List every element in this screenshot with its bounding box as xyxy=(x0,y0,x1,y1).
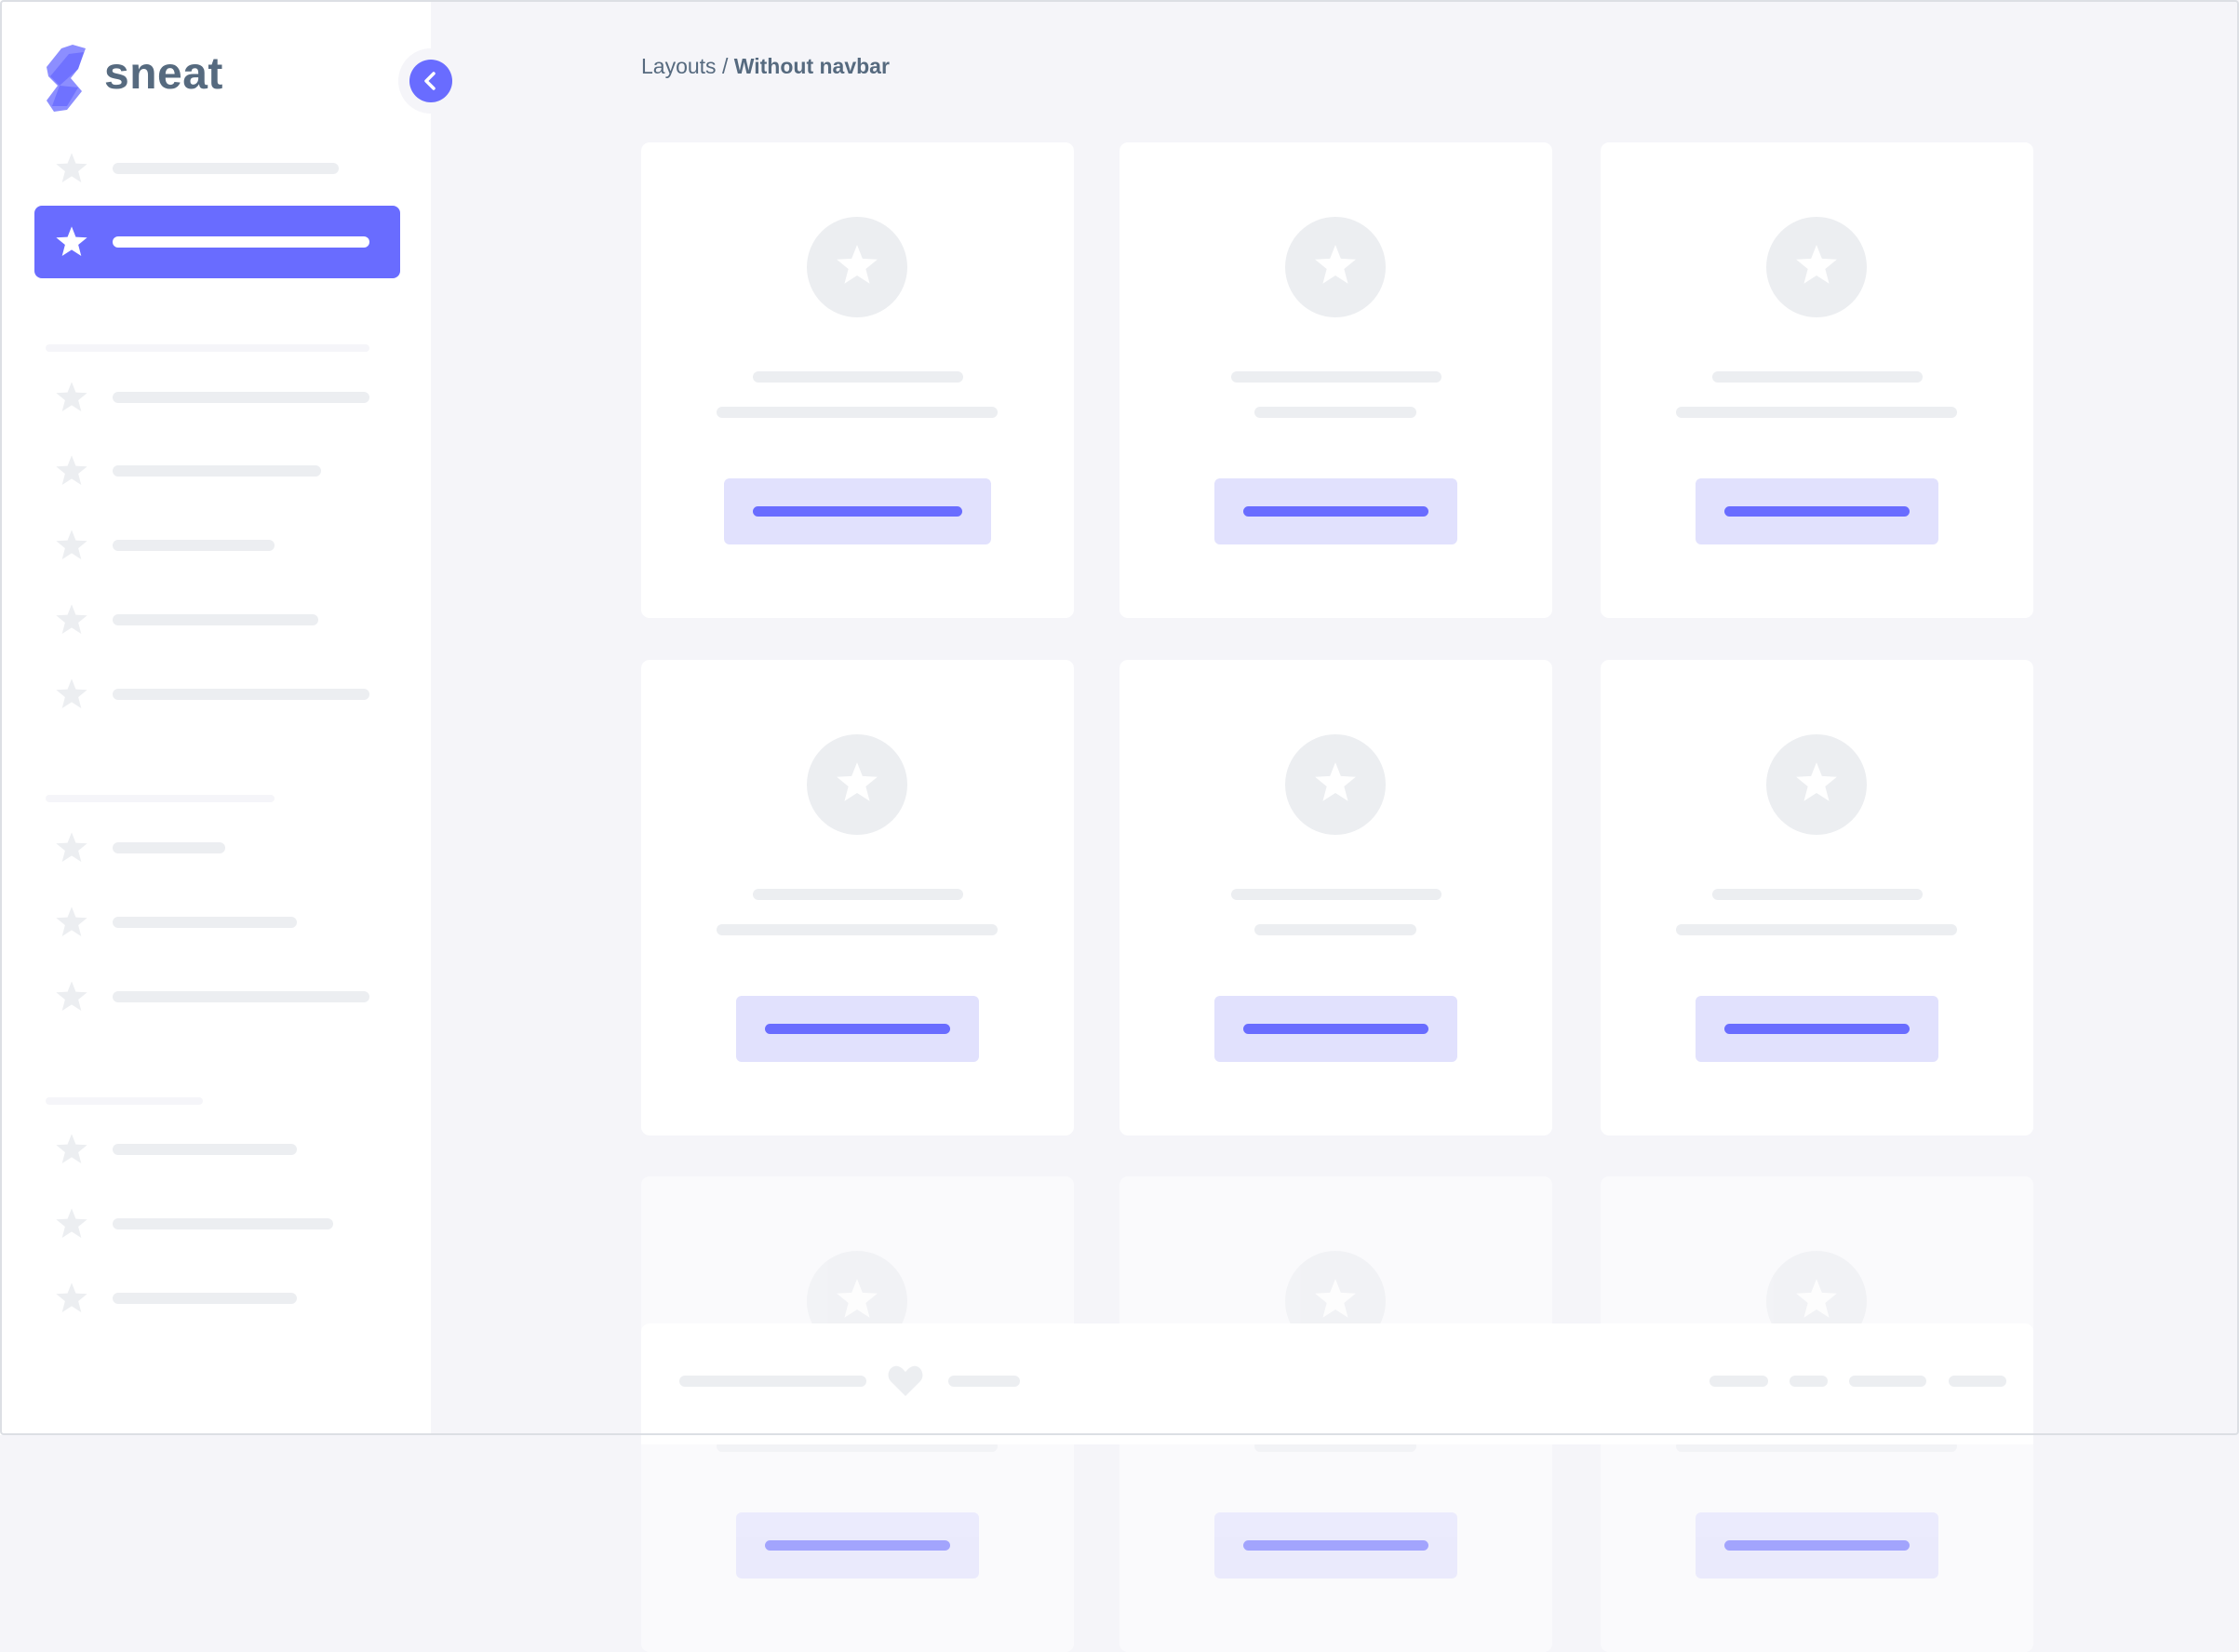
card-avatar xyxy=(1766,217,1867,317)
star-icon xyxy=(54,979,89,1014)
sidebar: sneat xyxy=(0,0,463,1435)
sidebar-item[interactable] xyxy=(113,465,321,477)
star-icon xyxy=(1312,759,1359,811)
breadcrumb: Layouts / Without navbar xyxy=(641,54,890,79)
sidebar-item[interactable] xyxy=(113,236,369,248)
card-text-skeleton xyxy=(1676,407,1957,418)
breadcrumb-current: Without navbar xyxy=(733,54,890,78)
card xyxy=(641,660,1074,1135)
card-text-skeleton xyxy=(717,924,998,935)
star-icon xyxy=(54,224,89,260)
star-icon xyxy=(54,602,89,638)
star-icon xyxy=(1312,1276,1359,1327)
card-button[interactable] xyxy=(1213,1512,1457,1578)
sidebar-item[interactable] xyxy=(113,163,339,174)
star-icon xyxy=(54,1132,89,1167)
footer-link-skeleton[interactable] xyxy=(1849,1376,1926,1387)
footer-link-skeleton[interactable] xyxy=(1709,1376,1768,1387)
card xyxy=(1601,660,2033,1135)
star-icon xyxy=(834,1276,880,1327)
footer-link-skeleton[interactable] xyxy=(948,1376,1020,1387)
star-icon xyxy=(54,151,89,186)
card-button[interactable] xyxy=(1695,996,1938,1062)
card xyxy=(1120,660,1552,1135)
card-button[interactable] xyxy=(735,1512,979,1578)
card-button[interactable] xyxy=(1695,478,1938,544)
card xyxy=(1601,142,2033,618)
sidebar-item[interactable] xyxy=(113,1144,297,1155)
card-title-skeleton xyxy=(1231,889,1441,900)
star-icon xyxy=(1793,242,1840,293)
heart-icon xyxy=(888,1365,923,1396)
chevron-left-icon xyxy=(424,72,436,90)
breadcrumb-parent[interactable]: Layouts xyxy=(641,54,717,78)
star-icon xyxy=(54,905,89,940)
card-title-skeleton xyxy=(1231,371,1441,383)
star-icon xyxy=(834,759,880,811)
sidebar-item[interactable] xyxy=(113,842,225,853)
card-avatar xyxy=(1766,734,1867,835)
card-text-skeleton xyxy=(1254,407,1416,418)
card-title-skeleton xyxy=(753,371,963,383)
card-button[interactable] xyxy=(1213,478,1457,544)
sidebar-item[interactable] xyxy=(113,991,369,1002)
star-icon xyxy=(54,453,89,489)
card-avatar xyxy=(1285,734,1386,835)
sidebar-item[interactable] xyxy=(113,1293,297,1304)
logo-icon xyxy=(47,45,86,112)
menu-section-header xyxy=(46,795,275,802)
sidebar-item[interactable] xyxy=(113,540,275,551)
card-button[interactable] xyxy=(723,478,991,544)
star-icon xyxy=(54,380,89,415)
sidebar-collapse-button[interactable] xyxy=(409,60,452,102)
sidebar-item[interactable] xyxy=(113,614,318,625)
card-avatar xyxy=(1285,217,1386,317)
card-button[interactable] xyxy=(1213,996,1457,1062)
footer-text-skeleton xyxy=(679,1376,866,1387)
star-icon xyxy=(54,677,89,712)
card-title-skeleton xyxy=(753,889,963,900)
menu-section-header xyxy=(46,1097,203,1105)
star-icon xyxy=(54,830,89,866)
sidebar-item[interactable] xyxy=(113,1218,333,1229)
card-text-skeleton xyxy=(717,407,998,418)
footer xyxy=(641,1323,2033,1444)
card-title-skeleton xyxy=(1712,889,1923,900)
star-icon xyxy=(54,1281,89,1316)
footer-link-skeleton[interactable] xyxy=(1790,1376,1828,1387)
menu-section-header xyxy=(46,344,369,352)
card-text-skeleton xyxy=(1254,924,1416,935)
star-icon xyxy=(1793,759,1840,811)
card xyxy=(641,142,1074,618)
brand-name: sneat xyxy=(104,49,223,99)
star-icon xyxy=(1793,1276,1840,1327)
sidebar-item[interactable] xyxy=(113,917,297,928)
star-icon xyxy=(54,1206,89,1242)
star-icon xyxy=(54,528,89,563)
card-text-skeleton xyxy=(1676,924,1957,935)
card-button[interactable] xyxy=(1695,1512,1938,1578)
footer-link-skeleton[interactable] xyxy=(1949,1376,2006,1387)
card-title-skeleton xyxy=(1712,371,1923,383)
card-button[interactable] xyxy=(735,996,979,1062)
card xyxy=(1120,142,1552,618)
star-icon xyxy=(1312,242,1359,293)
breadcrumb-separator: / xyxy=(716,54,734,78)
sidebar-item[interactable] xyxy=(113,689,369,700)
card-avatar xyxy=(807,217,907,317)
sidebar-item[interactable] xyxy=(113,392,369,403)
card-avatar xyxy=(807,734,907,835)
star-icon xyxy=(834,242,880,293)
